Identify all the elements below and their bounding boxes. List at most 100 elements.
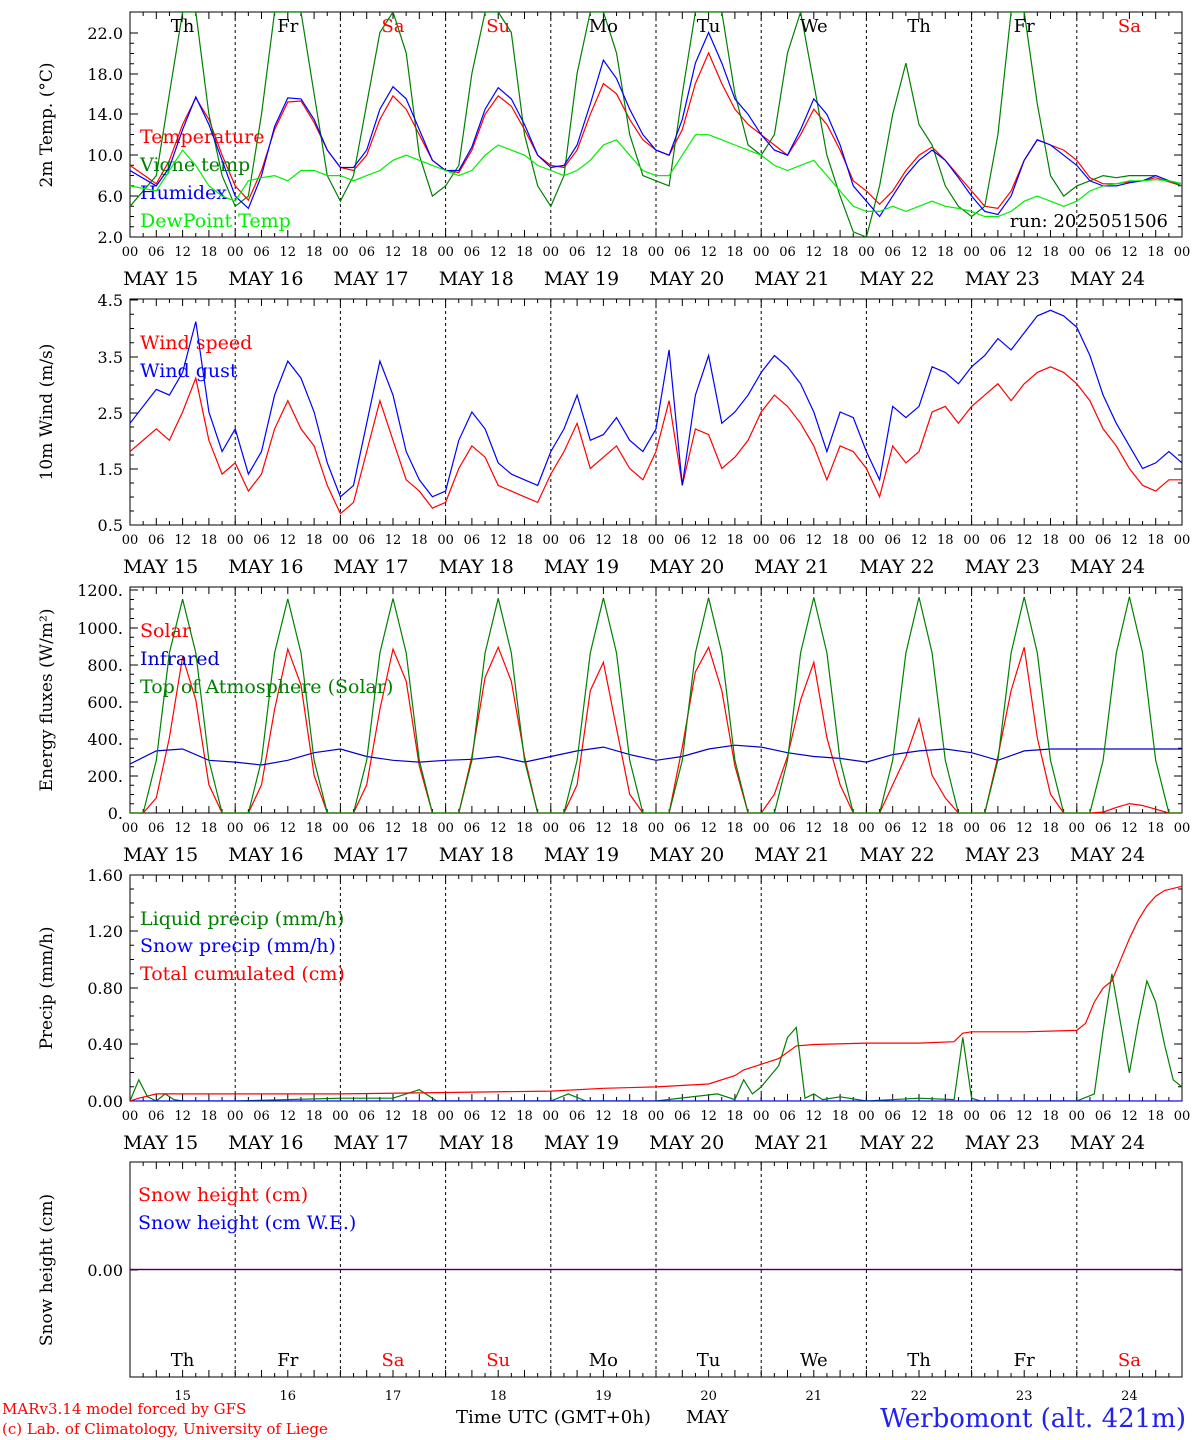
hour-label: 18 [832,1109,849,1124]
date-label: MAY 17 [333,1132,408,1154]
legend-entry: Snow height (cm W.E.) [138,1212,356,1234]
y-tick-label: 2.0 [98,228,123,247]
hour-label: 12 [280,245,297,260]
day-number-label: 23 [1016,1389,1033,1404]
hour-label: 12 [1121,245,1138,260]
date-label: MAY 23 [965,268,1040,290]
hour-label: 12 [911,533,928,548]
hour-label: 00 [963,533,980,548]
hour-label: 18 [832,245,849,260]
hour-label: 06 [358,245,375,260]
hour-label: 06 [464,821,481,836]
y-tick-label: 6.0 [98,187,123,206]
hour-label: 06 [569,1109,586,1124]
hour-label: 12 [595,533,612,548]
day-number-label: 20 [700,1389,717,1404]
hour-label: 12 [911,1109,928,1124]
y-tick-label: 2.5 [98,404,123,423]
series-line-solar [130,645,1182,813]
legend-entry: Liquid precip (mm/h) [140,908,344,930]
date-label: MAY 21 [754,268,829,290]
weekday-label: Th [907,16,931,37]
hour-label: 06 [674,821,691,836]
hour-label: 06 [884,821,901,836]
legend-entry: Humidex [140,182,227,204]
y-tick-label: 1.5 [98,460,123,479]
legend-entry: Solar [140,620,192,642]
hour-label: 06 [358,821,375,836]
hour-label: 06 [358,1109,375,1124]
y-tick-label: 0.00 [87,1092,123,1111]
hour-label: 12 [1121,821,1138,836]
weekday-label: Mo [589,16,618,37]
hour-label: 00 [437,821,454,836]
hour-label: 18 [1147,245,1164,260]
date-label: MAY 15 [123,1132,198,1154]
date-label: MAY 21 [754,1132,829,1154]
hour-label: 18 [516,1109,533,1124]
hour-label: 12 [280,821,297,836]
day-number-label: 15 [174,1389,191,1404]
hour-label: 00 [963,1109,980,1124]
y-tick-label: 0.80 [87,979,123,998]
legend-entry: Total cumulated (cm) [140,963,345,985]
date-label: MAY 20 [649,844,724,866]
date-label: MAY 24 [1070,1132,1145,1154]
hour-label: 18 [306,1109,323,1124]
hour-label: 12 [911,821,928,836]
hour-label: 12 [1016,533,1033,548]
hour-label: 00 [648,821,665,836]
hour-label: 18 [306,245,323,260]
weekday-label: Tu [697,16,721,37]
hour-label: 00 [543,245,560,260]
hour-label: 18 [621,245,638,260]
hour-label: 00 [122,821,139,836]
weekday-label: We [800,16,828,37]
x-axis-month: MAY [686,1407,730,1428]
weekday-label: Su [486,1350,510,1371]
hour-label: 12 [490,821,507,836]
hour-label: 00 [753,533,770,548]
hour-label: 00 [858,1109,875,1124]
date-label: MAY 23 [965,556,1040,578]
hour-label: 06 [884,245,901,260]
hour-label: 00 [332,1109,349,1124]
hour-label: 06 [253,1109,270,1124]
hour-label: 00 [122,245,139,260]
hour-label: 18 [621,533,638,548]
hour-label: 18 [832,533,849,548]
hour-label: 06 [253,821,270,836]
hour-label: 18 [727,533,744,548]
date-label: MAY 18 [439,268,514,290]
hour-label: 00 [437,245,454,260]
hour-label: 12 [700,533,717,548]
hour-label: 00 [858,245,875,260]
y-axis-label: Snow height (cm) [37,1194,57,1346]
hour-label: 12 [174,1109,191,1124]
hour-label: 06 [464,533,481,548]
hour-label: 18 [1042,245,1059,260]
date-label: MAY 19 [544,268,619,290]
hour-label: 18 [937,821,954,836]
hour-label: 12 [490,245,507,260]
date-label: MAY 18 [439,1132,514,1154]
y-tick-label: 1.20 [87,922,123,941]
hour-label: 06 [253,245,270,260]
hour-label: 12 [806,821,823,836]
hour-label: 12 [1121,1109,1138,1124]
day-number-label: 16 [280,1389,297,1404]
hour-label: 18 [516,821,533,836]
hour-label: 12 [700,1109,717,1124]
legend-entry: Top of Atmosphere (Solar) [140,676,393,698]
hour-label: 06 [990,245,1007,260]
legend-entry: Wind gust [140,360,238,382]
station-title: Werbomont (alt. 421m) [880,1404,1186,1434]
hour-label: 00 [1069,533,1086,548]
weekday-label: Mo [589,1350,618,1371]
date-label: MAY 15 [123,844,198,866]
date-label: MAY 18 [439,844,514,866]
weekday-label: Fr [1014,16,1035,37]
legend-entry: Infrared [140,648,220,670]
weekday-label: Sa [381,16,404,37]
hour-label: 00 [1174,1109,1191,1124]
